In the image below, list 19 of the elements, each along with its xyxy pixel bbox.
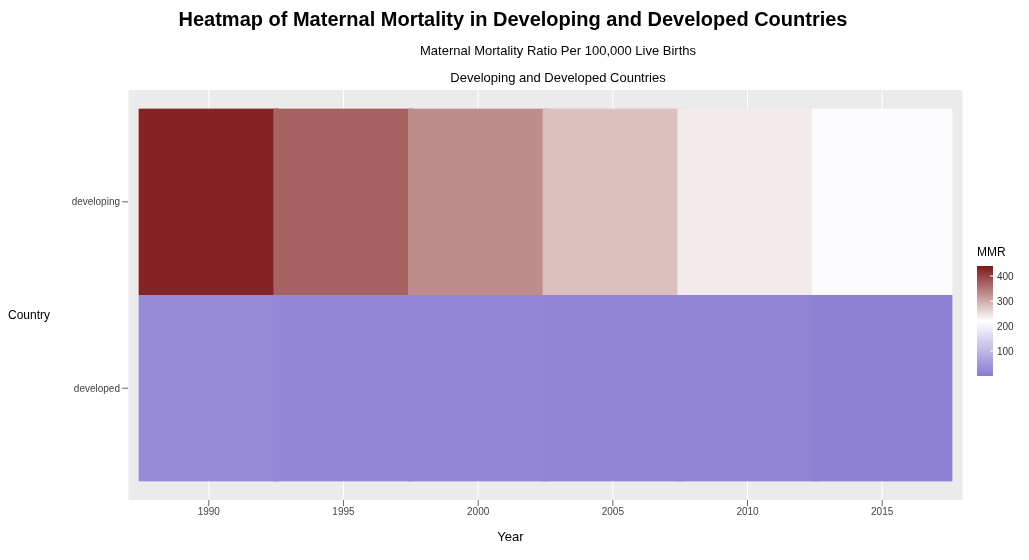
color-bar-label: 300 [997, 295, 1015, 307]
x-tick-label: 2010 [736, 506, 760, 518]
color-bar-label: 100 [997, 345, 1015, 357]
chart-subtitle: Maternal Mortality Ratio Per 100,000 Live Births [419, 43, 697, 58]
x-tick-label: 2015 [871, 506, 894, 518]
text: Developing and Developed Countries [449, 70, 667, 85]
x-axis-title: Year [496, 529, 525, 544]
chart-title: Heatmap of Maternal Mortality in Developing and Developed Countries [177, 8, 849, 31]
x-tick-label: 2000 [467, 506, 490, 518]
x-tick-label: 2005 [601, 506, 625, 518]
y-tick-label: developed [73, 382, 120, 394]
y-axis-title: Country [8, 307, 51, 322]
color-bar-title: MMR [977, 245, 1007, 259]
color-bar-label: 200 [997, 320, 1015, 332]
color-bar-label: 400 [997, 270, 1015, 282]
x-tick-label: 1990 [197, 506, 221, 518]
y-tick-label: developing [71, 196, 120, 208]
color-bar: 100 200 300 400 [977, 262, 1029, 382]
x-tick-label: 1995 [332, 506, 356, 518]
